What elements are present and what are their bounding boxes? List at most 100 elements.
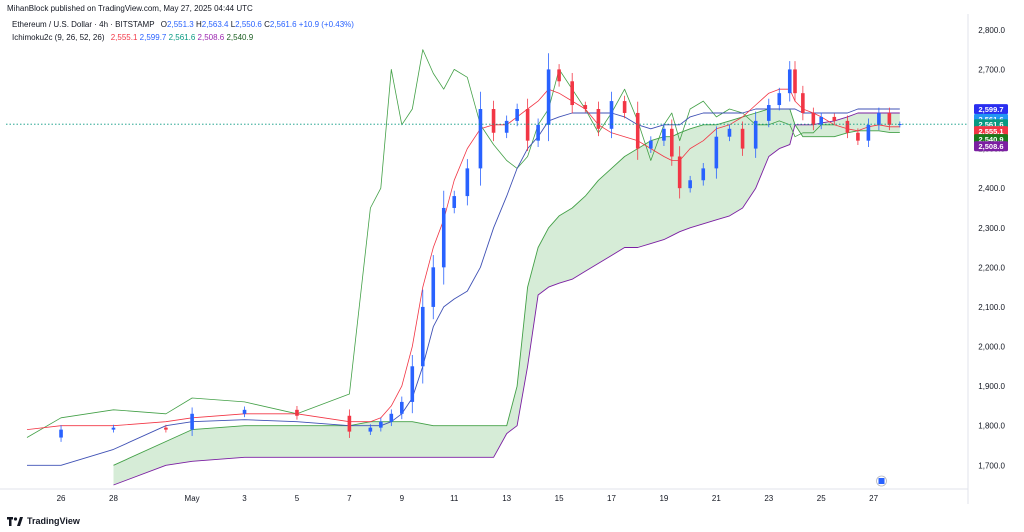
y-tick-label: 1,700.0 <box>978 461 1005 470</box>
candle-body <box>389 413 394 422</box>
x-tick-label: 21 <box>712 494 721 503</box>
price-tag-badge <box>974 126 1008 137</box>
candle-body <box>491 109 496 133</box>
candle-body <box>59 429 63 438</box>
price-chart[interactable]: 2,800.02,700.02,600.02,500.02,400.02,300… <box>0 14 1024 504</box>
candle-body <box>536 124 540 141</box>
change-value: +10.9 (+0.43%) <box>298 20 354 29</box>
x-tick-label: 3 <box>242 494 247 503</box>
indicator-value: 2,555.1 <box>110 33 138 42</box>
chikou-span-line <box>26 49 835 438</box>
candle-body <box>688 180 692 189</box>
price-tag-label: 2,508.6 <box>978 142 1003 151</box>
candle-body <box>441 207 446 268</box>
x-tick-label: 7 <box>347 494 352 503</box>
candle-body <box>242 409 247 414</box>
candle-body <box>557 69 561 82</box>
candle-body <box>819 116 824 125</box>
price-tag-label: 2,555.1 <box>978 127 1003 136</box>
candle-body <box>431 267 436 307</box>
candle-body <box>801 93 805 113</box>
x-tick-label: 5 <box>295 494 300 503</box>
candle-body <box>832 116 837 121</box>
indicator-legend: Ichimoku2c (9, 26, 52, 26) 2,555.1 2,599… <box>12 33 253 42</box>
candle-body <box>811 112 816 125</box>
x-tick-label: 27 <box>869 494 878 503</box>
close-value: 2,561.6 <box>269 20 297 29</box>
y-tick-label: 2,100.0 <box>978 303 1005 312</box>
indicator-value: 2,508.6 <box>197 33 225 42</box>
indicator-value: 2,599.7 <box>139 33 167 42</box>
x-tick-label: 17 <box>607 494 616 503</box>
candle-body <box>504 120 509 133</box>
candle-body <box>295 409 299 416</box>
candle-body <box>856 132 860 141</box>
senkou-span-a-line <box>113 108 900 466</box>
x-tick-label: May <box>185 494 200 503</box>
symbol-name: Ethereum / U.S. Dollar · 4h · BITSTAMP <box>12 20 155 29</box>
indicator-name: Ichimoku2c (9, 26, 52, 26) <box>12 33 105 42</box>
candle-body <box>347 415 352 432</box>
candle-body <box>368 427 373 432</box>
tradingview-brand: TradingView <box>27 516 80 526</box>
tradingview-logo-icon <box>7 516 23 526</box>
candle-body <box>622 101 627 113</box>
x-tick-label: 25 <box>817 494 826 503</box>
candle-body <box>583 105 588 109</box>
price-tag-label: 2,540.9 <box>978 135 1003 144</box>
y-tick-label: 2,200.0 <box>978 263 1005 272</box>
kijun-sen-line <box>27 108 900 466</box>
candle-body <box>515 109 519 121</box>
x-tick-label: 11 <box>450 494 459 503</box>
candle-body <box>190 413 194 430</box>
price-tag-label: 2,561.6 <box>978 120 1003 129</box>
y-tick-label: 1,800.0 <box>978 422 1005 431</box>
candle-body <box>877 112 881 125</box>
price-tag-label: 2,599.7 <box>978 105 1003 114</box>
indicator-value: 2,561.6 <box>168 33 196 42</box>
x-tick-label: 9 <box>400 494 405 503</box>
high-value: 2,563.4 <box>201 20 229 29</box>
candle-body <box>609 101 614 129</box>
x-tick-label: 28 <box>109 494 118 503</box>
x-tick-label: 19 <box>659 494 668 503</box>
candle-body <box>452 196 457 208</box>
candle-body <box>379 421 383 428</box>
open-value: 2,551.3 <box>167 20 194 29</box>
candle-body <box>649 140 653 149</box>
candle-body <box>478 109 483 169</box>
candle-body <box>635 112 640 149</box>
candle-body <box>596 109 601 129</box>
low-value: 2,550.6 <box>235 20 262 29</box>
candle-body <box>793 69 797 94</box>
candle-body <box>753 120 758 149</box>
candle-body <box>701 168 706 181</box>
candle-body <box>164 427 168 430</box>
y-tick-label: 2,000.0 <box>978 343 1005 352</box>
candle-body <box>866 124 871 141</box>
price-tag-badge <box>974 141 1008 152</box>
publisher-caption: MihanBlock published on TradingView.com,… <box>7 4 253 13</box>
senkou-span-b-line <box>113 112 900 486</box>
candle-body <box>714 136 719 169</box>
y-tick-label: 1,900.0 <box>978 382 1005 391</box>
x-tick-label: 26 <box>57 494 66 503</box>
candle-body <box>777 93 782 106</box>
candle-body <box>662 128 666 141</box>
candle-body <box>525 109 530 141</box>
y-tick-label: 2,700.0 <box>978 65 1005 74</box>
symbol-legend: Ethereum / U.S. Dollar · 4h · BITSTAMP O… <box>12 20 354 29</box>
x-tick-label: 23 <box>764 494 773 503</box>
y-tick-label: 2,300.0 <box>978 224 1005 233</box>
x-tick-label: 13 <box>502 494 511 503</box>
candle-body <box>787 69 792 94</box>
x-tick-label: 15 <box>555 494 564 503</box>
price-tag-badge <box>974 104 1008 115</box>
candle-body <box>400 401 404 414</box>
candle-body <box>766 105 771 121</box>
candle-body <box>740 128 745 149</box>
event-icon-flag <box>878 478 885 484</box>
candle-body <box>410 366 415 402</box>
ichimoku-cloud <box>113 109 900 485</box>
y-tick-label: 2,800.0 <box>978 26 1005 35</box>
